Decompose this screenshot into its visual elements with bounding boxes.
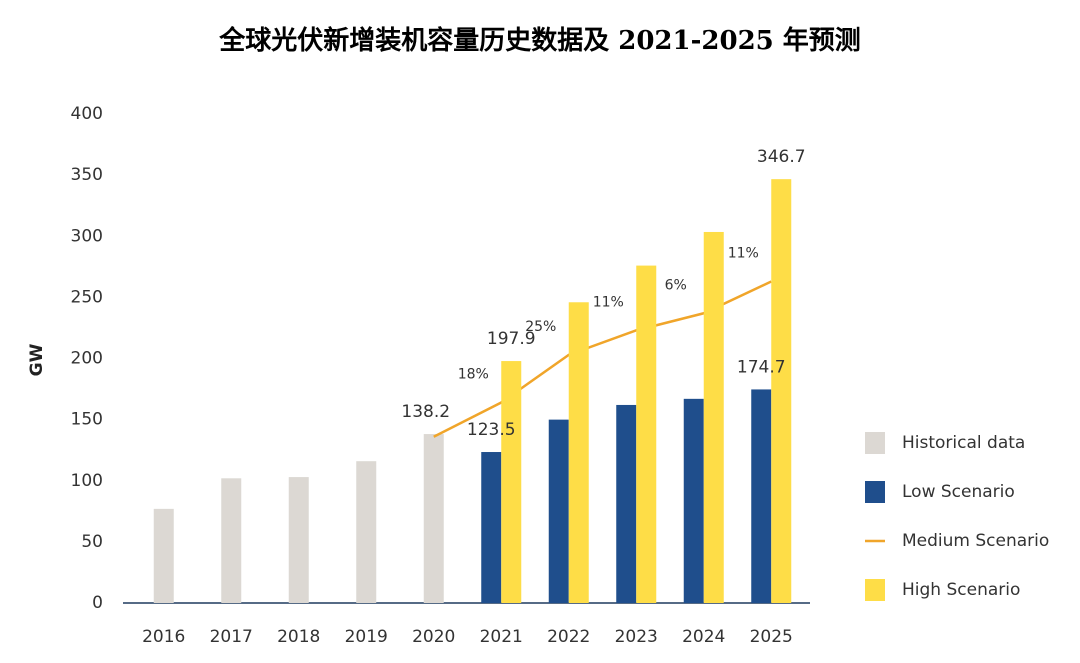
legend-label: Medium Scenario — [902, 531, 1049, 551]
growth-label: 6% — [665, 277, 687, 293]
legend-label: Historical data — [902, 433, 1025, 453]
bar — [481, 452, 502, 603]
bar — [548, 419, 569, 603]
value-label: 197.9 — [487, 329, 536, 349]
bar — [356, 461, 377, 603]
y-tick-label: 100 — [71, 471, 103, 491]
chart-title: 全球光伏新增装机容量历史数据及 2021-2025 年预测 — [218, 25, 861, 56]
legend-swatch — [865, 579, 885, 601]
x-tick-label: 2018 — [277, 627, 320, 647]
bar — [636, 265, 657, 603]
y-tick-label: 50 — [81, 532, 103, 552]
value-label: 138.2 — [401, 402, 450, 422]
legend-label: High Scenario — [902, 580, 1020, 600]
x-tick-label: 2017 — [210, 627, 253, 647]
bar — [423, 434, 444, 603]
bar — [221, 478, 242, 603]
value-label: 346.7 — [757, 147, 806, 167]
x-tick-label: 2024 — [682, 627, 725, 647]
x-tick-label: 2019 — [345, 627, 388, 647]
bar — [616, 404, 637, 603]
y-tick-label: 300 — [71, 226, 103, 246]
y-tick-label: 150 — [71, 410, 103, 430]
legend-swatch — [865, 432, 885, 454]
bar — [153, 508, 174, 603]
growth-label: 11% — [593, 294, 624, 310]
growth-label: 11% — [728, 245, 759, 261]
y-tick-label: 400 — [71, 104, 103, 124]
legend-swatch — [865, 481, 885, 503]
y-axis-label: GW — [27, 343, 47, 376]
bar — [568, 302, 589, 603]
legend-label: Low Scenario — [902, 482, 1015, 502]
growth-label: 25% — [525, 319, 556, 335]
x-tick-label: 2021 — [480, 627, 523, 647]
bar — [703, 231, 724, 603]
bar — [683, 398, 704, 603]
bar — [501, 361, 522, 603]
x-tick-label: 2025 — [750, 627, 793, 647]
x-tick-label: 2020 — [412, 627, 455, 647]
x-tick-label: 2023 — [615, 627, 658, 647]
y-tick-label: 200 — [71, 349, 103, 369]
value-label: 123.5 — [467, 420, 516, 440]
x-tick-label: 2016 — [142, 627, 185, 647]
x-tick-label: 2022 — [547, 627, 590, 647]
y-tick-label: 0 — [92, 593, 103, 613]
value-label: 174.7 — [737, 357, 786, 377]
y-tick-label: 350 — [71, 165, 103, 185]
growth-label: 18% — [458, 367, 489, 383]
y-tick-label: 250 — [71, 287, 103, 307]
bar — [771, 179, 792, 604]
bar — [288, 477, 309, 603]
bar — [751, 389, 772, 603]
